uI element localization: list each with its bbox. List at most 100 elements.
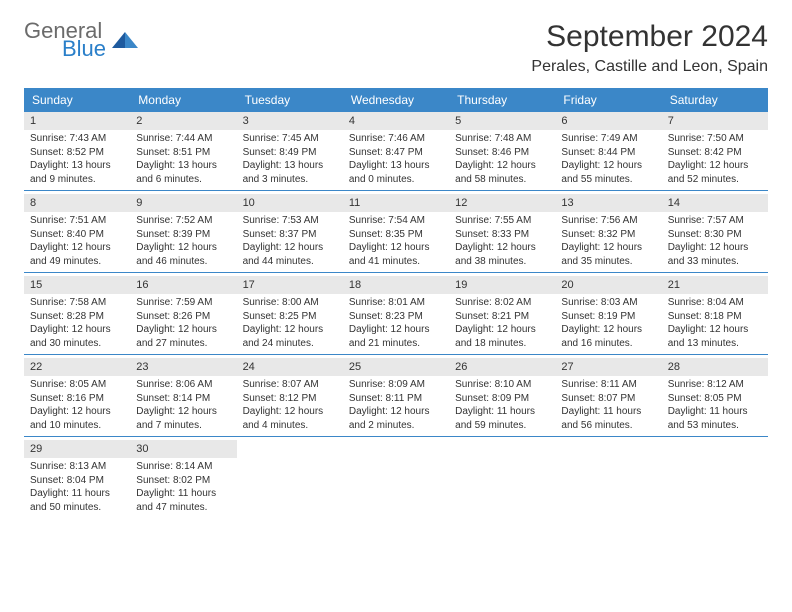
sunrise-text: Sunrise: 8:00 AM (243, 296, 337, 310)
daylight-text: Daylight: 13 hours and 9 minutes. (30, 159, 124, 186)
sunrise-text: Sunrise: 8:09 AM (349, 378, 443, 392)
sunset-text: Sunset: 8:37 PM (243, 228, 337, 242)
sunrise-text: Sunrise: 7:54 AM (349, 214, 443, 228)
day-cell: 19Sunrise: 8:02 AMSunset: 8:21 PMDayligh… (449, 276, 555, 354)
sunset-text: Sunset: 8:21 PM (455, 310, 549, 324)
sunset-text: Sunset: 8:11 PM (349, 392, 443, 406)
day-info: Sunrise: 7:52 AMSunset: 8:39 PMDaylight:… (130, 212, 236, 272)
sunrise-text: Sunrise: 8:01 AM (349, 296, 443, 310)
day-header: Sunday (24, 88, 130, 112)
sunrise-text: Sunrise: 7:57 AM (668, 214, 762, 228)
sunset-text: Sunset: 8:05 PM (668, 392, 762, 406)
sunset-text: Sunset: 8:51 PM (136, 146, 230, 160)
sunset-text: Sunset: 8:07 PM (561, 392, 655, 406)
day-number: 8 (24, 194, 130, 212)
day-number: 21 (662, 276, 768, 294)
day-cell: 13Sunrise: 7:56 AMSunset: 8:32 PMDayligh… (555, 194, 661, 272)
day-info: Sunrise: 7:53 AMSunset: 8:37 PMDaylight:… (237, 212, 343, 272)
day-info: Sunrise: 7:45 AMSunset: 8:49 PMDaylight:… (237, 130, 343, 190)
sunset-text: Sunset: 8:23 PM (349, 310, 443, 324)
day-info: Sunrise: 8:10 AMSunset: 8:09 PMDaylight:… (449, 376, 555, 436)
location-text: Perales, Castille and Leon, Spain (531, 58, 768, 76)
day-number: 29 (24, 440, 130, 458)
day-info: Sunrise: 7:58 AMSunset: 8:28 PMDaylight:… (24, 294, 130, 354)
sunset-text: Sunset: 8:49 PM (243, 146, 337, 160)
daylight-text: Daylight: 12 hours and 2 minutes. (349, 405, 443, 432)
sunrise-text: Sunrise: 7:48 AM (455, 132, 549, 146)
day-cell: 17Sunrise: 8:00 AMSunset: 8:25 PMDayligh… (237, 276, 343, 354)
week-row: 29Sunrise: 8:13 AMSunset: 8:04 PMDayligh… (24, 440, 768, 518)
empty-cell (555, 440, 661, 518)
day-cell: 12Sunrise: 7:55 AMSunset: 8:33 PMDayligh… (449, 194, 555, 272)
day-number: 15 (24, 276, 130, 294)
day-info: Sunrise: 7:55 AMSunset: 8:33 PMDaylight:… (449, 212, 555, 272)
daylight-text: Daylight: 12 hours and 4 minutes. (243, 405, 337, 432)
day-number: 6 (555, 112, 661, 130)
day-number: 20 (555, 276, 661, 294)
sunrise-text: Sunrise: 7:45 AM (243, 132, 337, 146)
day-cell: 22Sunrise: 8:05 AMSunset: 8:16 PMDayligh… (24, 358, 130, 436)
day-number: 12 (449, 194, 555, 212)
day-cell: 26Sunrise: 8:10 AMSunset: 8:09 PMDayligh… (449, 358, 555, 436)
day-info: Sunrise: 8:09 AMSunset: 8:11 PMDaylight:… (343, 376, 449, 436)
day-number: 4 (343, 112, 449, 130)
day-number: 2 (130, 112, 236, 130)
day-number: 30 (130, 440, 236, 458)
day-number: 17 (237, 276, 343, 294)
daylight-text: Daylight: 11 hours and 53 minutes. (668, 405, 762, 432)
day-number: 9 (130, 194, 236, 212)
sunset-text: Sunset: 8:02 PM (136, 474, 230, 488)
sunrise-text: Sunrise: 8:12 AM (668, 378, 762, 392)
title-block: September 2024 Perales, Castille and Leo… (531, 20, 768, 76)
day-cell: 16Sunrise: 7:59 AMSunset: 8:26 PMDayligh… (130, 276, 236, 354)
daylight-text: Daylight: 13 hours and 0 minutes. (349, 159, 443, 186)
day-info: Sunrise: 7:59 AMSunset: 8:26 PMDaylight:… (130, 294, 236, 354)
sunset-text: Sunset: 8:28 PM (30, 310, 124, 324)
daylight-text: Daylight: 13 hours and 6 minutes. (136, 159, 230, 186)
day-number: 26 (449, 358, 555, 376)
day-number: 11 (343, 194, 449, 212)
day-number: 13 (555, 194, 661, 212)
logo-text: General Blue (24, 20, 106, 60)
day-cell: 27Sunrise: 8:11 AMSunset: 8:07 PMDayligh… (555, 358, 661, 436)
day-info: Sunrise: 7:51 AMSunset: 8:40 PMDaylight:… (24, 212, 130, 272)
sunrise-text: Sunrise: 7:44 AM (136, 132, 230, 146)
sunset-text: Sunset: 8:32 PM (561, 228, 655, 242)
sunrise-text: Sunrise: 7:56 AM (561, 214, 655, 228)
sunset-text: Sunset: 8:46 PM (455, 146, 549, 160)
day-number: 1 (24, 112, 130, 130)
day-info: Sunrise: 7:50 AMSunset: 8:42 PMDaylight:… (662, 130, 768, 190)
sunset-text: Sunset: 8:12 PM (243, 392, 337, 406)
daylight-text: Daylight: 12 hours and 38 minutes. (455, 241, 549, 268)
day-cell: 20Sunrise: 8:03 AMSunset: 8:19 PMDayligh… (555, 276, 661, 354)
header: General Blue September 2024 Perales, Cas… (24, 20, 768, 76)
day-number: 24 (237, 358, 343, 376)
sunrise-text: Sunrise: 8:03 AM (561, 296, 655, 310)
sunset-text: Sunset: 8:09 PM (455, 392, 549, 406)
sunset-text: Sunset: 8:47 PM (349, 146, 443, 160)
day-info: Sunrise: 7:49 AMSunset: 8:44 PMDaylight:… (555, 130, 661, 190)
day-info: Sunrise: 8:00 AMSunset: 8:25 PMDaylight:… (237, 294, 343, 354)
day-cell: 11Sunrise: 7:54 AMSunset: 8:35 PMDayligh… (343, 194, 449, 272)
day-cell: 30Sunrise: 8:14 AMSunset: 8:02 PMDayligh… (130, 440, 236, 518)
day-info: Sunrise: 7:48 AMSunset: 8:46 PMDaylight:… (449, 130, 555, 190)
day-info: Sunrise: 7:54 AMSunset: 8:35 PMDaylight:… (343, 212, 449, 272)
day-info: Sunrise: 8:12 AMSunset: 8:05 PMDaylight:… (662, 376, 768, 436)
day-cell: 28Sunrise: 8:12 AMSunset: 8:05 PMDayligh… (662, 358, 768, 436)
day-number: 23 (130, 358, 236, 376)
empty-cell (662, 440, 768, 518)
day-cell: 15Sunrise: 7:58 AMSunset: 8:28 PMDayligh… (24, 276, 130, 354)
day-info: Sunrise: 8:06 AMSunset: 8:14 PMDaylight:… (130, 376, 236, 436)
sunrise-text: Sunrise: 7:53 AM (243, 214, 337, 228)
daylight-text: Daylight: 11 hours and 59 minutes. (455, 405, 549, 432)
day-info: Sunrise: 8:13 AMSunset: 8:04 PMDaylight:… (24, 458, 130, 518)
week-row: 1Sunrise: 7:43 AMSunset: 8:52 PMDaylight… (24, 112, 768, 191)
day-number: 3 (237, 112, 343, 130)
day-cell: 5Sunrise: 7:48 AMSunset: 8:46 PMDaylight… (449, 112, 555, 190)
day-info: Sunrise: 8:01 AMSunset: 8:23 PMDaylight:… (343, 294, 449, 354)
daylight-text: Daylight: 12 hours and 24 minutes. (243, 323, 337, 350)
sunrise-text: Sunrise: 8:11 AM (561, 378, 655, 392)
daylight-text: Daylight: 13 hours and 3 minutes. (243, 159, 337, 186)
daylight-text: Daylight: 12 hours and 10 minutes. (30, 405, 124, 432)
sunrise-text: Sunrise: 8:07 AM (243, 378, 337, 392)
